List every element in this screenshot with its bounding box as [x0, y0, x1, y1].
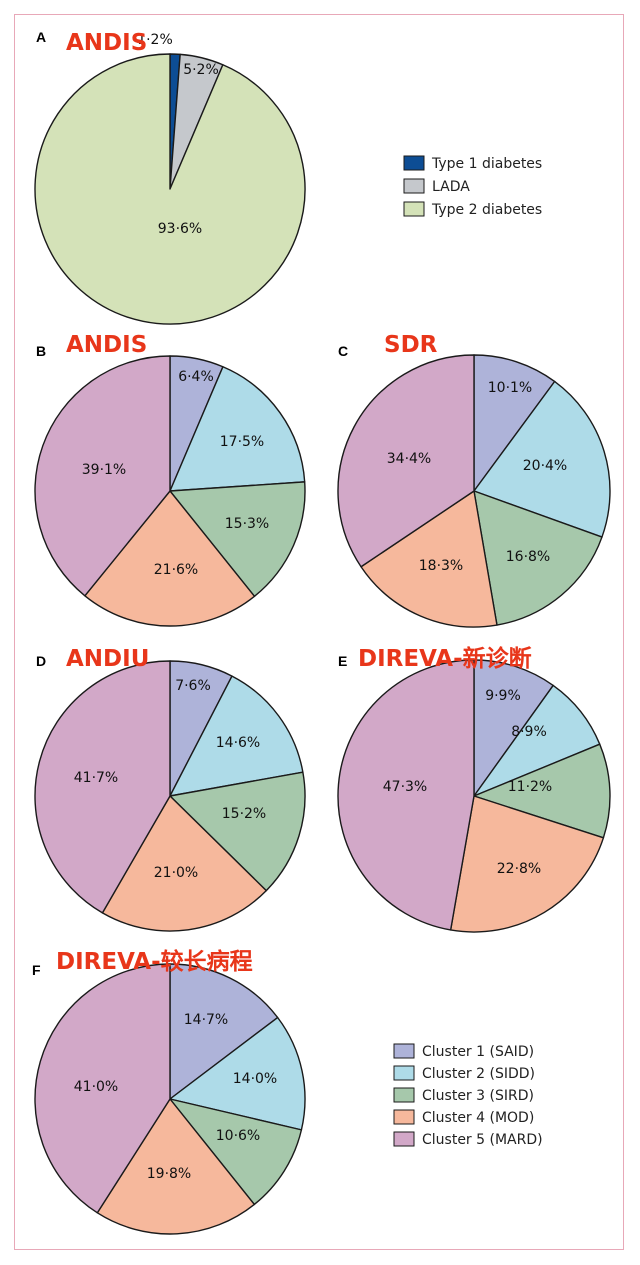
- slice-label-b-1: 6·4%: [178, 369, 214, 385]
- figure-frame: [14, 14, 624, 1250]
- legend-swatch: [393, 1109, 415, 1125]
- pie-slice-f-4: [96, 1098, 256, 1235]
- slice-label-e-2: 8·9%: [511, 724, 547, 740]
- legend-swatch: [393, 1065, 415, 1081]
- pie-slice-b-4: [84, 490, 256, 627]
- chart-title-f: DIREVA-较长病程: [56, 948, 253, 975]
- pie-slice-d-5: [34, 660, 171, 914]
- slice-label-f-4: 19·8%: [147, 1166, 191, 1182]
- pie-slice-c-1: [473, 354, 556, 492]
- slice-label-a-1: 1·2%: [137, 32, 173, 48]
- slice-label-d-4: 21·0%: [154, 865, 198, 881]
- slice-label-f-1: 14·7%: [184, 1012, 228, 1028]
- chart-title-d: ANDIU: [66, 646, 149, 672]
- slice-label-d-5: 41·7%: [74, 770, 118, 786]
- legend-swatch: [393, 1043, 415, 1059]
- panel-letter-d: D: [36, 653, 46, 669]
- legend-clusters: Cluster 1 (SAID) Cluster 2 (SIDD) Cluster …: [393, 1043, 543, 1148]
- legend-swatch: [403, 178, 425, 194]
- pie-chart-c: 10·1% 20·4% 16·8% 18·3% 34·4%: [337, 354, 611, 628]
- legend-label: Cluster 2 (SIDD): [422, 1066, 535, 1082]
- slice-label-b-4: 21·6%: [154, 562, 198, 578]
- slice-label-d-1: 7·6%: [175, 678, 211, 694]
- pie-slice-d-2: [169, 675, 304, 797]
- legend-swatch: [393, 1131, 415, 1147]
- pie-slice-f-2: [169, 1016, 306, 1131]
- pie-slice-c-3: [473, 490, 603, 626]
- slice-label-c-4: 18·3%: [419, 558, 463, 574]
- legend-label: Cluster 3 (SIRD): [422, 1088, 534, 1104]
- slice-label-c-3: 16·8%: [506, 549, 550, 565]
- slice-label-e-4: 22·8%: [497, 861, 541, 877]
- pie-slice-f-1: [169, 963, 279, 1100]
- legend-swatch: [403, 155, 425, 171]
- slice-label-d-2: 14·6%: [216, 735, 260, 751]
- pie-slice-f-3: [169, 1098, 303, 1206]
- chart-title-e: DIREVA-新诊断: [358, 645, 532, 672]
- slice-label-b-2: 17·5%: [220, 434, 264, 450]
- pie-slice-d-4: [101, 795, 267, 932]
- legend-label: LADA: [432, 179, 470, 195]
- pie-chart-b: 6·4% 17·5% 15·3% 21·6% 39·1%: [34, 355, 306, 627]
- pie-slice-c-5: [337, 354, 475, 568]
- pie-slice-d-3: [169, 771, 306, 892]
- pie-chart-e: 9·9% 8·9% 11·2% 22·8% 47·3%: [337, 659, 611, 933]
- panel-letter-f: F: [32, 962, 41, 978]
- slice-label-d-3: 15·2%: [222, 806, 266, 822]
- pie-slice-f-5: [34, 963, 171, 1214]
- pie-slice-a-3: [34, 53, 306, 325]
- pie-slice-b-5: [34, 355, 171, 597]
- slice-label-c-5: 34·4%: [387, 451, 431, 467]
- legend-label: Cluster 5 (MARD): [422, 1132, 543, 1148]
- pie-slice-b-2: [169, 366, 306, 492]
- legend-label: Type 1 diabetes: [431, 156, 542, 172]
- chart-title-b: ANDIS: [66, 332, 147, 358]
- slice-label-e-5: 47·3%: [383, 779, 427, 795]
- pie-chart-a: 1·2% 5·2% 93·6%: [34, 32, 306, 325]
- pie-slice-e-5: [337, 659, 475, 931]
- panel-letter-b: B: [36, 343, 46, 359]
- pie-chart-d: 7·6% 14·6% 15·2% 21·0% 41·7%: [34, 660, 306, 932]
- legend-label: Cluster 1 (SAID): [422, 1044, 534, 1060]
- pie-slice-e-4: [449, 795, 605, 933]
- panel-letter-c: C: [338, 343, 348, 359]
- pie-slice-e-3: [473, 743, 611, 839]
- pie-slice-c-4: [360, 490, 498, 628]
- slice-label-f-3: 10·6%: [216, 1128, 260, 1144]
- slice-label-e-3: 11·2%: [508, 779, 552, 795]
- slice-label-b-5: 39·1%: [82, 462, 126, 478]
- pie-slice-e-1: [473, 659, 554, 797]
- slice-label-f-5: 41·0%: [74, 1079, 118, 1095]
- legend-label: Type 2 diabetes: [431, 202, 542, 218]
- legend-swatch: [393, 1087, 415, 1103]
- chart-title-c: SDR: [384, 332, 438, 358]
- slice-label-b-3: 15·3%: [225, 516, 269, 532]
- pie-slice-b-3: [169, 481, 306, 597]
- panel-letter-a: A: [36, 29, 46, 45]
- legend-diabetes: Type 1 diabetes LADA Type 2 diabetes: [403, 155, 542, 218]
- slice-label-a-3: 93·6%: [158, 221, 202, 237]
- chart-title-a: ANDIS: [66, 30, 147, 56]
- slice-label-c-2: 20·4%: [523, 458, 567, 474]
- slice-label-f-2: 14·0%: [233, 1071, 277, 1087]
- panel-letter-e: E: [338, 653, 347, 669]
- slice-label-e-1: 9·9%: [485, 688, 521, 704]
- slice-label-c-1: 10·1%: [488, 380, 532, 396]
- legend-label: Cluster 4 (MOD): [422, 1110, 534, 1126]
- pie-slice-c-2: [473, 380, 611, 538]
- pie-chart-f: 14·7% 14·0% 10·6% 19·8% 41·0%: [34, 963, 306, 1235]
- legend-swatch: [403, 201, 425, 217]
- slice-label-a-2: 5·2%: [183, 62, 219, 78]
